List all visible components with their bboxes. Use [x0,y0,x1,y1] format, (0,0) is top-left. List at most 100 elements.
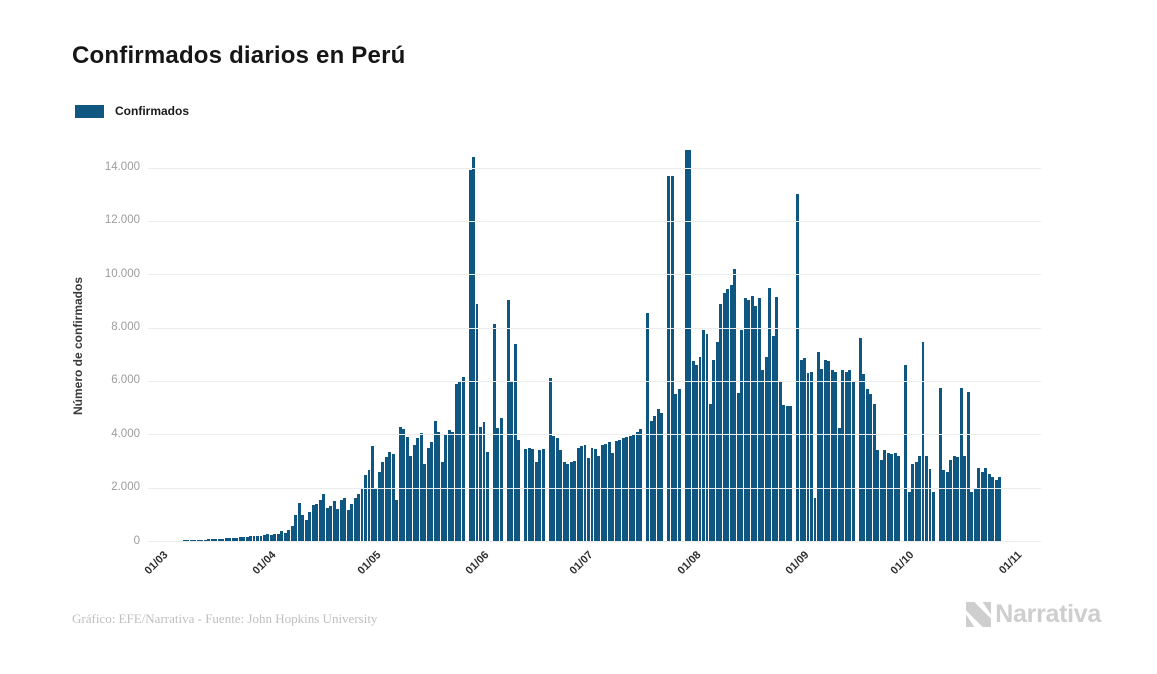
bar [872,403,876,541]
bar [771,335,775,541]
bar [600,445,604,541]
bar [364,475,367,541]
bar [573,461,577,541]
bar [336,509,340,541]
bar [729,285,733,541]
x-tick-label: 01/04 [250,549,279,577]
bar [360,487,364,541]
bar [580,446,583,541]
bar [897,455,901,541]
bar [343,498,347,541]
bar [670,175,674,541]
bar [691,361,695,541]
bar [945,471,949,541]
bar [789,405,793,541]
bar [851,381,855,541]
bar [778,381,782,541]
gridline-y-8.000 [148,327,1041,329]
bar [649,421,653,541]
bar [451,431,455,541]
bar [583,445,587,541]
bar [907,491,911,541]
bar [576,447,580,541]
bar [865,389,869,541]
bar [750,295,754,541]
bar [182,540,186,541]
bar [653,415,657,541]
x-tick-label: 01/07 [567,549,596,577]
bar [398,427,402,541]
bar [339,499,343,541]
bar [405,437,409,541]
y-axis-title: Número de confirmados [71,276,85,416]
bar [301,514,305,541]
bar [189,540,193,541]
bar [468,170,472,541]
bar [719,303,723,541]
bar [904,365,908,541]
bar [297,503,301,541]
bar [841,370,845,541]
gridline-y-10.000 [148,274,1041,276]
legend-swatch [75,104,104,118]
bar [761,370,765,541]
bar [893,453,897,541]
gridline-y-12.000 [148,220,1041,222]
bar [618,439,622,541]
bar [803,358,806,541]
bar [747,299,751,541]
bar [817,351,820,541]
bar [925,455,928,541]
bar [587,458,590,541]
source-credit: Gráfico: EFE/Narrativa - Fuente: John Ho… [72,611,378,626]
bar [858,338,862,541]
bar [499,418,503,541]
x-tick-label: 01/09 [783,549,812,577]
bar [656,409,660,541]
bar [367,470,371,541]
x-tick-label: 01/10 [888,549,917,577]
bar [743,298,747,541]
bar [698,357,702,541]
bar [785,406,789,541]
bar [235,537,239,541]
bar [419,433,423,541]
bar [646,313,650,541]
bar [775,297,779,541]
bar [475,303,479,541]
bar [635,431,639,541]
bar [782,405,786,541]
bar [848,370,852,541]
bar [959,387,963,541]
bar [590,447,594,541]
bar [736,393,740,541]
bar [890,453,894,541]
bar [384,457,388,541]
bar [768,287,772,541]
bar [332,501,336,541]
bar [513,343,517,541]
bar [883,450,887,541]
bar [423,463,427,541]
x-tick-label: 01/11 [996,549,1025,577]
bar [290,525,294,541]
bar [440,462,444,541]
bar [823,359,827,541]
bar [708,403,712,541]
bar [625,437,629,541]
bar [973,489,977,541]
bar [621,438,625,541]
bar [970,491,974,541]
bar [374,487,378,541]
gridline-y-0 [148,541,1041,542]
bar [594,449,597,541]
bar [315,503,319,541]
bar [827,361,831,541]
bar [837,427,841,541]
y-tick-label: 12.000 [104,214,140,227]
bar [726,289,730,541]
bar [395,500,399,541]
bar [318,499,322,541]
bar [757,298,761,541]
